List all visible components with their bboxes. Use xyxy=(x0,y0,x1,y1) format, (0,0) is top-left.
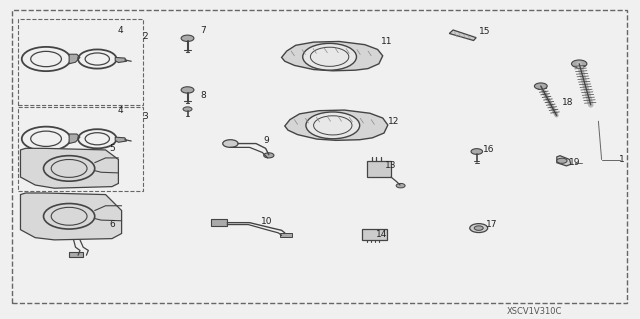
Circle shape xyxy=(470,224,488,233)
Text: XSCV1V310C: XSCV1V310C xyxy=(507,307,562,315)
Circle shape xyxy=(557,158,567,163)
Text: 14: 14 xyxy=(376,230,388,239)
Polygon shape xyxy=(285,110,388,140)
Polygon shape xyxy=(282,41,383,71)
Text: 17: 17 xyxy=(486,220,497,229)
Polygon shape xyxy=(115,137,127,142)
Text: 18: 18 xyxy=(562,98,573,107)
Text: 16: 16 xyxy=(483,145,494,154)
Text: 15: 15 xyxy=(479,27,491,36)
Polygon shape xyxy=(115,57,127,63)
Bar xyxy=(18,107,143,191)
Polygon shape xyxy=(69,54,80,64)
Text: 2: 2 xyxy=(143,32,148,41)
Text: 12: 12 xyxy=(388,117,399,126)
Bar xyxy=(367,161,391,177)
Bar xyxy=(280,233,292,237)
Text: 4: 4 xyxy=(118,106,123,115)
Text: 3: 3 xyxy=(143,112,148,121)
Circle shape xyxy=(396,183,405,188)
Bar xyxy=(69,252,83,257)
Text: 19: 19 xyxy=(569,158,580,167)
Text: 8: 8 xyxy=(201,91,206,100)
Circle shape xyxy=(264,153,274,158)
Polygon shape xyxy=(449,30,476,41)
Circle shape xyxy=(181,35,194,41)
Circle shape xyxy=(534,83,547,89)
Circle shape xyxy=(303,43,356,70)
Polygon shape xyxy=(20,193,122,240)
Circle shape xyxy=(471,149,483,154)
Circle shape xyxy=(181,87,194,93)
Bar xyxy=(211,219,227,226)
Circle shape xyxy=(223,140,238,147)
Polygon shape xyxy=(69,134,80,144)
Text: 13: 13 xyxy=(385,161,396,170)
Text: 5: 5 xyxy=(109,144,115,153)
Circle shape xyxy=(183,107,192,111)
Text: 6: 6 xyxy=(109,220,115,229)
Text: 11: 11 xyxy=(381,37,393,46)
Circle shape xyxy=(572,60,587,68)
Text: 1: 1 xyxy=(620,155,625,164)
Bar xyxy=(362,229,387,240)
Polygon shape xyxy=(20,148,118,188)
Text: 7: 7 xyxy=(201,26,206,35)
Text: 9: 9 xyxy=(264,136,269,145)
Text: 10: 10 xyxy=(260,217,272,226)
Text: 4: 4 xyxy=(118,26,123,35)
Circle shape xyxy=(306,112,360,139)
Polygon shape xyxy=(557,156,571,166)
Bar xyxy=(18,19,143,105)
Circle shape xyxy=(474,226,483,230)
